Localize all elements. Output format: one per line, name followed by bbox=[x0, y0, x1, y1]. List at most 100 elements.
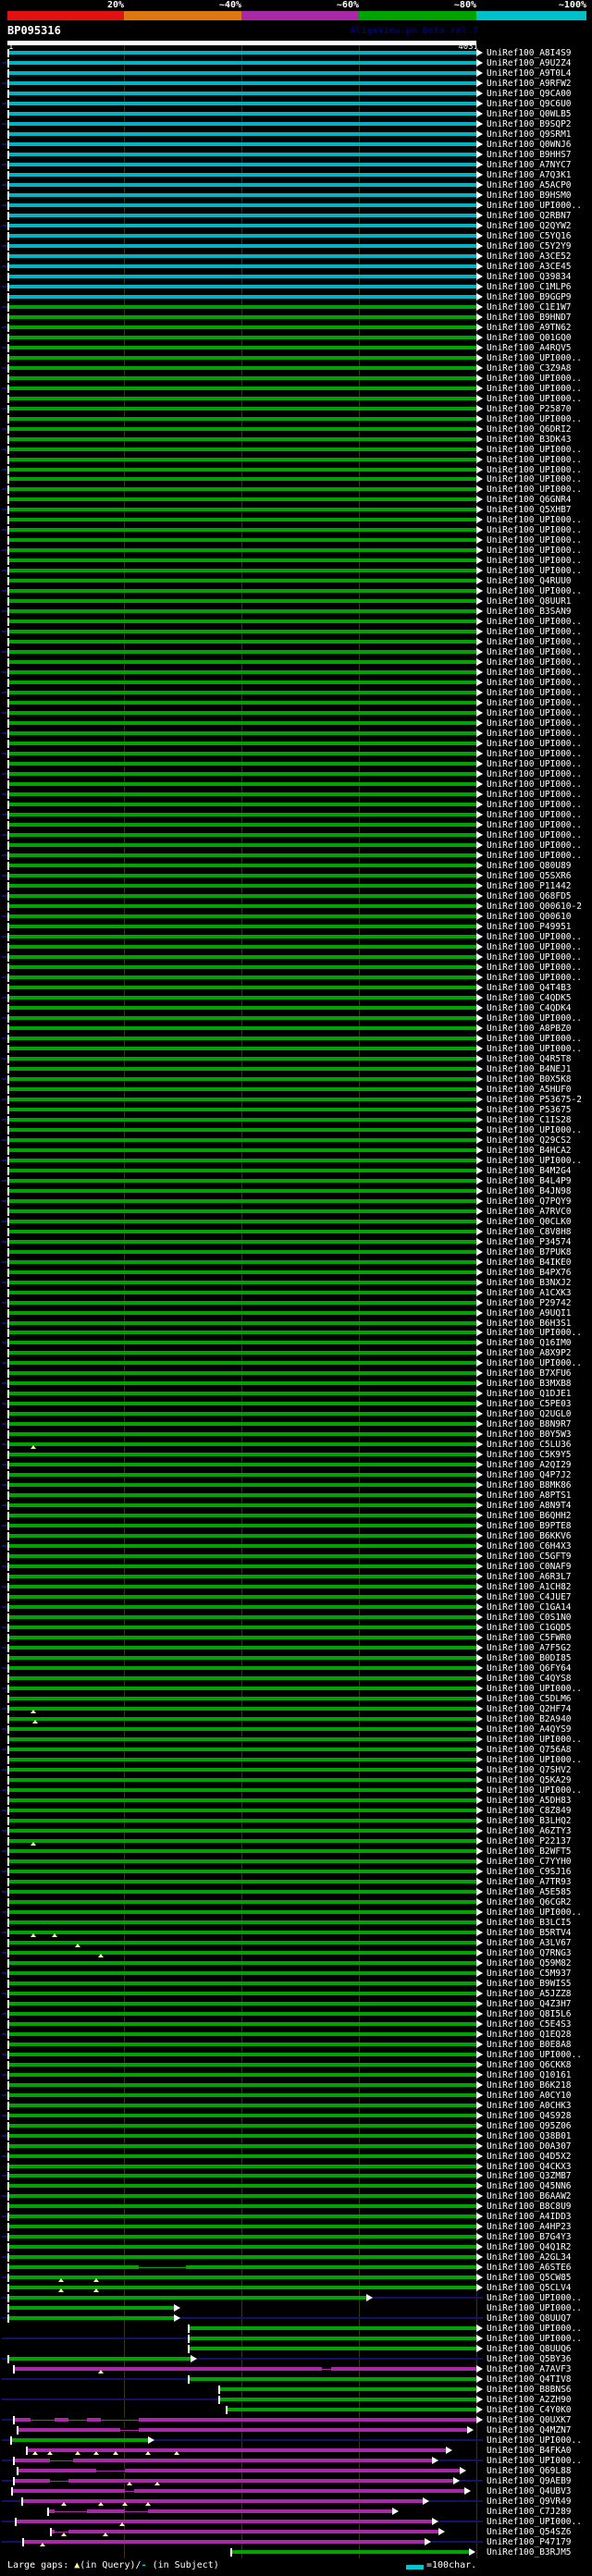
hit-bar[interactable] bbox=[7, 2011, 476, 2016]
hit-label[interactable]: UniRef100_B7G4Y3 bbox=[487, 2232, 572, 2243]
hit-label[interactable]: UniRef100_P47179 bbox=[487, 2537, 572, 2548]
hit-label[interactable]: UniRef100_A3CE52 bbox=[487, 251, 572, 262]
hit-label[interactable]: UniRef100_A7RVC0 bbox=[487, 1206, 572, 1217]
hit-label[interactable]: UniRef100_C5FWR0 bbox=[487, 1633, 572, 1644]
hit-label[interactable]: UniRef100_UPI000.. bbox=[487, 515, 582, 526]
hit-label[interactable]: UniRef100_C5M937 bbox=[487, 1968, 572, 1979]
hit-label[interactable]: UniRef100_UPI000.. bbox=[487, 678, 582, 689]
hit-bar[interactable] bbox=[26, 2448, 447, 2453]
hit-bar[interactable] bbox=[7, 1940, 476, 1944]
hit-label[interactable]: UniRef100_UPI000.. bbox=[487, 1754, 582, 1765]
hit-label[interactable]: UniRef100_A7AVF3 bbox=[487, 2364, 572, 2375]
hit-bar[interactable] bbox=[7, 477, 476, 482]
hit-label[interactable]: UniRef100_UPI000.. bbox=[487, 851, 582, 862]
hit-bar[interactable] bbox=[7, 1483, 476, 1488]
hit-label[interactable]: UniRef100_C4QDK4 bbox=[487, 1002, 572, 1013]
hit-label[interactable]: UniRef100_Q0WNJ6 bbox=[487, 139, 572, 150]
hit-label[interactable]: UniRef100_UPI000.. bbox=[487, 637, 582, 648]
hit-bar[interactable] bbox=[7, 1808, 476, 1812]
hit-bar[interactable] bbox=[7, 365, 476, 370]
hit-bar[interactable] bbox=[7, 954, 476, 959]
hit-bar[interactable] bbox=[7, 1605, 476, 1610]
hit-label[interactable]: UniRef100_B8BNS6 bbox=[487, 2385, 572, 2396]
hit-label[interactable]: UniRef100_A1CH82 bbox=[487, 1582, 572, 1593]
hit-bar[interactable] bbox=[7, 1869, 476, 1873]
hit-label[interactable]: UniRef100_B9HSM0 bbox=[487, 190, 572, 201]
hit-bar[interactable] bbox=[13, 2479, 453, 2484]
hit-label[interactable]: UniRef100_C7J289 bbox=[487, 2507, 572, 2518]
hit-bar[interactable] bbox=[7, 1697, 476, 1701]
hit-bar[interactable] bbox=[7, 1005, 476, 1010]
hit-label[interactable]: UniRef100_Q9VR49 bbox=[487, 2496, 572, 2508]
hit-label[interactable]: UniRef100_UPI000.. bbox=[487, 647, 582, 658]
hit-label[interactable]: UniRef100_UPI000.. bbox=[487, 739, 582, 750]
hit-bar[interactable] bbox=[7, 1818, 476, 1822]
hit-label[interactable]: UniRef100_Q2QYW2 bbox=[487, 220, 572, 231]
hit-bar[interactable] bbox=[7, 2296, 366, 2300]
hit-bar[interactable] bbox=[7, 914, 476, 918]
hit-bar[interactable] bbox=[7, 681, 476, 685]
hit-bar[interactable] bbox=[7, 1371, 476, 1376]
hit-label[interactable]: UniRef100_C8V8H8 bbox=[487, 1226, 572, 1237]
hit-bar[interactable] bbox=[7, 1991, 476, 1995]
hit-bar[interactable] bbox=[7, 294, 476, 299]
hit-bar[interactable] bbox=[218, 2387, 476, 2392]
hit-bar[interactable] bbox=[7, 162, 476, 166]
hit-label[interactable]: UniRef100_B4L4P9 bbox=[487, 1175, 572, 1186]
hit-bar[interactable] bbox=[7, 691, 476, 695]
hit-label[interactable]: UniRef100_Q2UGL0 bbox=[487, 1409, 572, 1420]
hit-label[interactable]: UniRef100_C6H4X3 bbox=[487, 1541, 572, 1552]
hit-bar[interactable] bbox=[7, 121, 476, 126]
hit-bar[interactable] bbox=[7, 864, 476, 868]
hit-label[interactable]: UniRef100_B0DI85 bbox=[487, 1653, 572, 1664]
hit-label[interactable]: UniRef100_Q4T4B3 bbox=[487, 982, 572, 993]
hit-label[interactable]: UniRef100_UPI000.. bbox=[487, 485, 582, 496]
hit-bar[interactable] bbox=[7, 304, 476, 309]
hit-bar[interactable] bbox=[7, 1107, 476, 1111]
hit-bar[interactable] bbox=[7, 2265, 476, 2270]
hit-bar[interactable] bbox=[7, 599, 476, 604]
hit-label[interactable]: UniRef100_UPI000.. bbox=[487, 2324, 582, 2335]
hit-label[interactable]: UniRef100_C1IS28 bbox=[487, 1114, 572, 1125]
hit-label[interactable]: UniRef100_UPI000.. bbox=[487, 1033, 582, 1044]
hit-label[interactable]: UniRef100_A8PBZ0 bbox=[487, 1023, 572, 1034]
hit-label[interactable]: UniRef100_Q4Q1R2 bbox=[487, 2242, 572, 2253]
hit-bar[interactable] bbox=[7, 2133, 476, 2138]
hit-label[interactable]: UniRef100_UPI000.. bbox=[487, 810, 582, 821]
hit-bar[interactable] bbox=[7, 416, 476, 421]
hit-bar[interactable] bbox=[7, 1930, 476, 1934]
hit-bar[interactable] bbox=[7, 589, 476, 594]
hit-label[interactable]: UniRef100_C5E4S3 bbox=[487, 2018, 572, 2030]
hit-bar[interactable] bbox=[7, 70, 476, 75]
hit-bar[interactable] bbox=[7, 843, 476, 848]
hit-label[interactable]: UniRef100_B4IKE0 bbox=[487, 1257, 572, 1268]
hit-label[interactable]: UniRef100_C1GQD5 bbox=[487, 1623, 572, 1634]
hit-label[interactable]: UniRef100_Q6CGR2 bbox=[487, 1896, 572, 1907]
hit-label[interactable]: UniRef100_Q4CKX3 bbox=[487, 2161, 572, 2172]
hit-label[interactable]: UniRef100_Q4MZN7 bbox=[487, 2425, 572, 2436]
hit-bar[interactable] bbox=[7, 284, 476, 288]
hit-bar[interactable] bbox=[13, 2418, 476, 2423]
hit-label[interactable]: UniRef100_B9HND7 bbox=[487, 312, 572, 323]
hit-label[interactable]: UniRef100_Q38B01 bbox=[487, 2130, 572, 2141]
hit-bar[interactable] bbox=[7, 548, 476, 553]
hit-bar[interactable] bbox=[7, 2286, 476, 2290]
hit-label[interactable]: UniRef100_Q5XHB7 bbox=[487, 505, 572, 516]
hit-label[interactable]: UniRef100_A2QI29 bbox=[487, 1460, 572, 1471]
hit-label[interactable]: UniRef100_Q7RNG3 bbox=[487, 1947, 572, 1958]
hit-bar[interactable] bbox=[7, 1646, 476, 1650]
hit-label[interactable]: UniRef100_P11442 bbox=[487, 881, 572, 892]
hit-bar[interactable] bbox=[7, 1950, 476, 1955]
hit-bar[interactable] bbox=[7, 1981, 476, 1985]
hit-bar[interactable] bbox=[7, 1097, 476, 1101]
hit-bar[interactable] bbox=[7, 51, 476, 55]
hit-bar[interactable] bbox=[7, 924, 476, 928]
hit-bar[interactable] bbox=[7, 1280, 476, 1284]
hit-bar[interactable] bbox=[7, 1615, 476, 1620]
hit-label[interactable]: UniRef100_A5E585 bbox=[487, 1886, 572, 1897]
hit-bar[interactable] bbox=[7, 1066, 476, 1071]
hit-bar[interactable] bbox=[225, 2408, 476, 2412]
hit-label[interactable]: UniRef100_A9U2Z4 bbox=[487, 57, 572, 68]
hit-bar[interactable] bbox=[7, 314, 476, 319]
hit-bar[interactable] bbox=[7, 2123, 476, 2128]
